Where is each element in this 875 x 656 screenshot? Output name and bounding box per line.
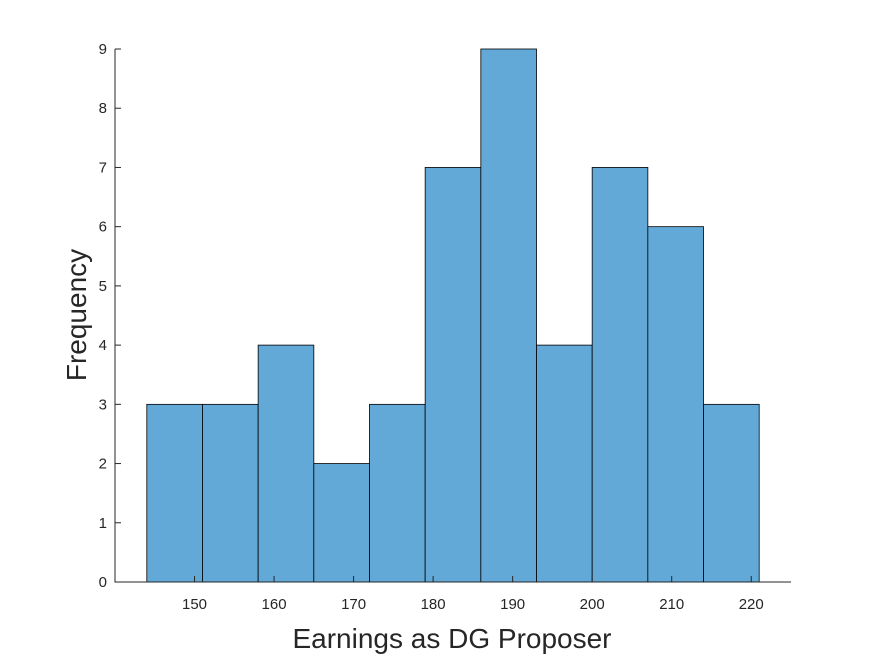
y-tick-label: 1 xyxy=(99,515,107,532)
y-tick-label: 8 xyxy=(99,100,107,117)
y-tick-label: 9 xyxy=(99,41,107,58)
y-tick-label: 6 xyxy=(99,219,107,236)
x-tick-label: 150 xyxy=(182,596,207,613)
x-tick-label: 180 xyxy=(421,596,446,613)
y-tick-label: 4 xyxy=(99,337,107,354)
histogram-bar xyxy=(202,403,259,583)
x-tick-label: 170 xyxy=(341,596,366,613)
histogram-bar xyxy=(424,167,482,583)
x-axis-title: Earnings as DG Proposer xyxy=(292,623,611,654)
x-tick-label: 210 xyxy=(659,596,684,613)
x-tick-label: 160 xyxy=(262,596,287,613)
x-tick-label: 220 xyxy=(739,596,764,613)
y-axis-ticks: 0 1 2 3 4 5 6 7 8 9 xyxy=(99,41,121,591)
y-tick-label: 2 xyxy=(99,456,107,473)
histogram-bar xyxy=(591,167,649,583)
histogram-bar xyxy=(369,403,426,583)
x-tick-label: 190 xyxy=(500,596,525,613)
x-axis-ticks: 150 160 170 180 190 200 210 220 xyxy=(182,576,764,613)
y-tick-label: 7 xyxy=(99,159,107,176)
histogram-bar xyxy=(257,344,315,583)
histogram-bar xyxy=(703,403,760,583)
histogram-bar xyxy=(480,48,537,583)
histogram-bar xyxy=(313,463,370,583)
histogram-bar xyxy=(536,344,593,583)
y-tick-label: 3 xyxy=(99,396,107,413)
y-axis-title: Frequency xyxy=(61,249,92,381)
y-tick-label: 5 xyxy=(99,278,107,295)
histogram-bar xyxy=(146,403,203,583)
histogram-bars xyxy=(146,48,760,583)
histogram-bar xyxy=(647,226,704,583)
y-tick-label: 0 xyxy=(99,574,107,591)
x-tick-label: 200 xyxy=(580,596,605,613)
